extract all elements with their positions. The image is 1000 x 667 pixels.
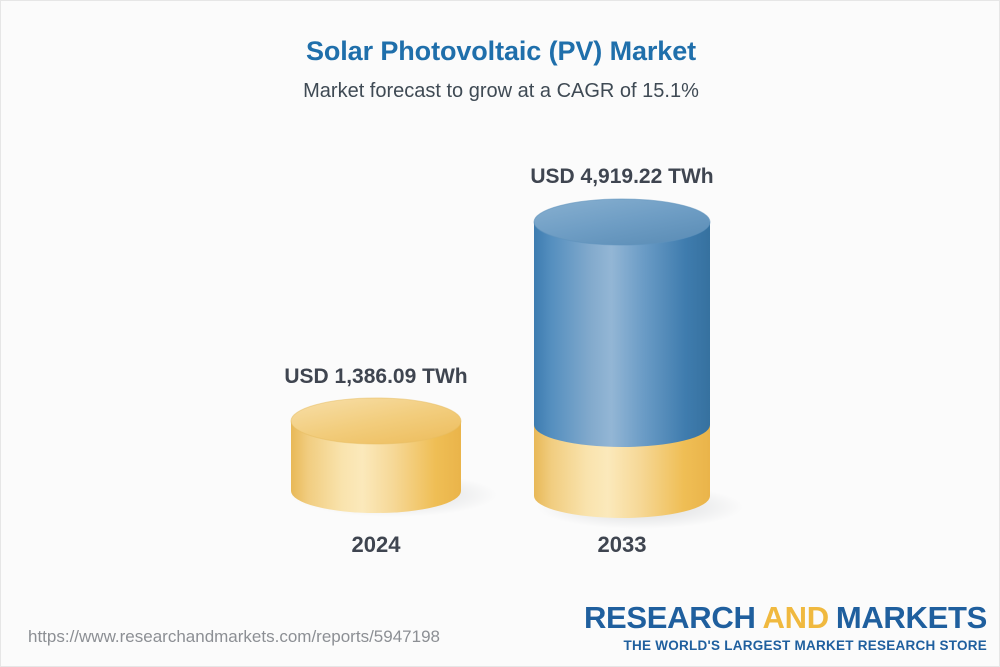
bar-2024-body [291, 421, 461, 513]
logo-wordmark: RESEARCH AND MARKETS [584, 602, 987, 633]
report-url[interactable]: https://www.researchandmarkets.com/repor… [28, 627, 440, 646]
logo-tagline: THE WORLD'S LARGEST MARKET RESEARCH STOR… [623, 637, 987, 653]
bar-2033-base-segment [534, 425, 710, 518]
bar-2033-top [534, 199, 710, 245]
bar-2033[interactable] [533, 198, 743, 529]
bar-2033-growth-segment [534, 222, 710, 447]
category-label-2024: 2024 [351, 532, 401, 557]
logo-word-markets: MARKETS [835, 599, 987, 635]
bar-2024-top-rim [290, 397, 462, 445]
category-label-2033: 2033 [597, 532, 647, 557]
logo-word-research: RESEARCH [583, 599, 756, 635]
research-and-markets-logo[interactable]: RESEARCH AND MARKETS THE WORLD'S LARGEST M… [584, 602, 987, 653]
logo-word-and: AND [762, 599, 830, 635]
bar-2024[interactable] [290, 397, 497, 517]
bar-2024-top [291, 398, 461, 444]
value-label-2024: USD 1,386.09 TWh [284, 365, 468, 388]
page-title: Solar Photovoltaic (PV) Market [305, 36, 697, 66]
value-label-2033: USD 4,919.22 TWh [530, 165, 714, 188]
chart-subtitle: Market forecast to grow at a CAGR of 15.… [303, 80, 699, 103]
chart-header: Solar Photovoltaic (PV) Market Market fo… [1, 35, 999, 103]
bar-2033-top-rim [533, 198, 711, 246]
